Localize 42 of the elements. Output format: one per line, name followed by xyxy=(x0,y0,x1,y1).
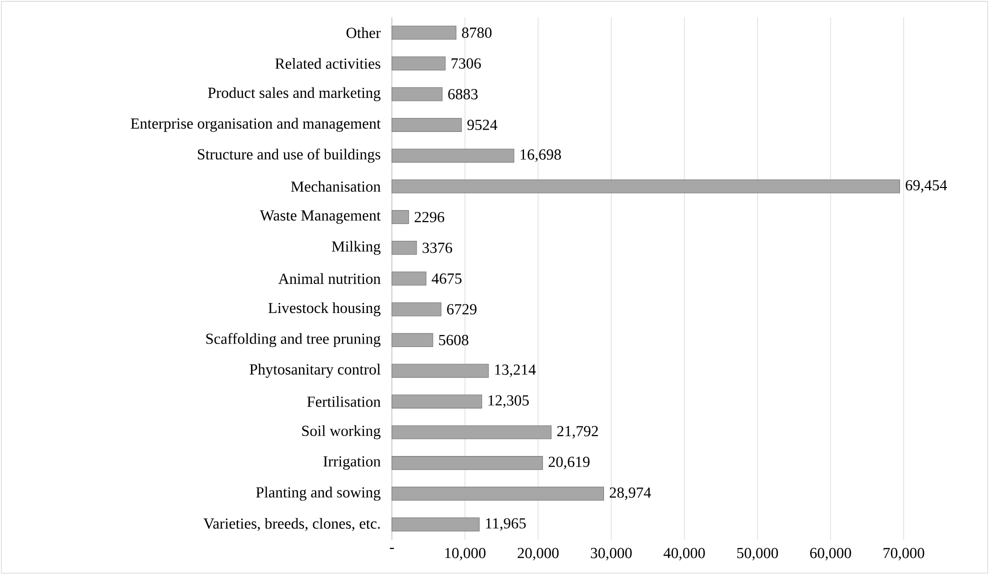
y-tick-label: Irrigation xyxy=(323,456,381,470)
y-tick-label: Varieties, breeds, clones, etc. xyxy=(203,518,380,531)
y-tick-label: Enterprise organisation and management xyxy=(130,118,381,132)
y-tick-label: Structure and use of buildings xyxy=(198,148,380,162)
y-tick-label: Fertilisation xyxy=(307,396,381,407)
x-tick-label: 70,000 xyxy=(884,548,924,560)
data-label: 69,454 xyxy=(906,180,947,192)
x-tick-label: - xyxy=(390,548,394,549)
data-label: 16,698 xyxy=(520,149,561,162)
data-label: 4675 xyxy=(432,273,462,284)
x-tick-label: 30,000 xyxy=(590,548,632,560)
data-label: 28,974 xyxy=(610,487,652,500)
y-tick-label: Related activities xyxy=(275,58,380,69)
data-label: 7306 xyxy=(452,58,481,68)
data-label: 20,619 xyxy=(548,456,590,470)
data-label: 9524 xyxy=(467,120,498,130)
y-tick-label: Waste Management xyxy=(260,210,381,224)
y-tick-label: Product sales and marketing xyxy=(208,86,381,101)
x-tick-label: 40,000 xyxy=(664,548,705,560)
data-label: 21,792 xyxy=(557,426,598,438)
data-label: 12,305 xyxy=(488,395,529,408)
y-tick-label: Planting and sowing xyxy=(256,486,381,500)
x-tick-label: 20,000 xyxy=(518,548,559,560)
y-tick-label: Animal nutrition xyxy=(278,272,381,284)
data-label: 8780 xyxy=(462,27,492,38)
data-label: 3376 xyxy=(422,242,452,253)
y-tick-label: Phytosanitary control xyxy=(250,364,380,378)
data-label: 6883 xyxy=(448,88,478,100)
y-tick-label: Livestock housing xyxy=(268,302,381,316)
y-tick-label: Mechanisation xyxy=(291,180,381,192)
y-tick-label: Scaffolding and tree pruning xyxy=(206,332,381,347)
data-label: 2296 xyxy=(414,212,444,222)
y-tick-label: Soil working xyxy=(302,425,381,439)
x-tick-label: 50,000 xyxy=(737,548,778,560)
data-label: 13,214 xyxy=(495,364,536,377)
data-label: 6729 xyxy=(447,304,476,314)
y-tick-label: Milking xyxy=(332,240,381,255)
y-tick-label: Other xyxy=(346,27,381,38)
x-tick-label: 60,000 xyxy=(810,548,852,560)
x-tick-label: 10,000 xyxy=(445,548,486,560)
data-label: 11,965 xyxy=(486,518,526,530)
data-label: 5608 xyxy=(439,334,468,345)
